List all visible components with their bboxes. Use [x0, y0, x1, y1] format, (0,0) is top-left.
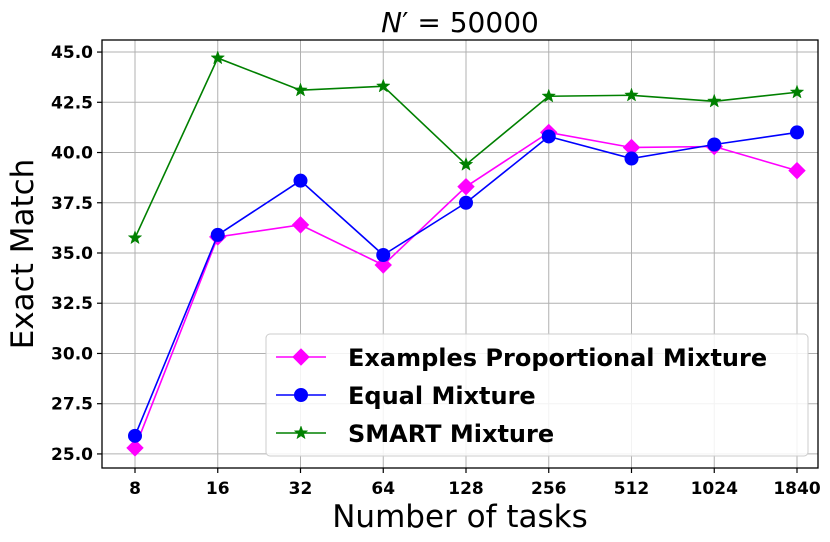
plot-series	[126, 50, 806, 457]
plot-frame	[101, 39, 819, 469]
x-tick-label: 512	[614, 479, 650, 499]
data-point-star	[293, 82, 308, 97]
legend-item: Equal Mixture	[276, 382, 536, 410]
x-axis-label: Number of tasks	[332, 499, 588, 535]
data-point-star	[375, 78, 391, 93]
x-tick-label: 256	[531, 479, 567, 499]
legend: Examples Proportional Mixture Equal Mixtu…	[265, 333, 809, 457]
legend-item: Examples Proportional Mixture	[276, 344, 767, 372]
data-point-diamond	[457, 177, 475, 196]
legend-marker-diamond	[292, 348, 310, 366]
legend-marker-star	[293, 425, 309, 440]
legend-box	[265, 333, 809, 457]
data-point-circle	[541, 129, 556, 144]
data-point-diamond	[291, 216, 310, 234]
grid	[102, 40, 818, 468]
data-point-diamond	[126, 439, 144, 457]
x-tick-label: 8	[129, 479, 141, 499]
legend-item: SMART Mixture	[276, 420, 554, 448]
data-point-star	[210, 50, 226, 65]
data-point-star	[706, 93, 722, 108]
title-value: = 50000	[408, 6, 538, 39]
legend-label: Equal Mixture	[348, 382, 536, 410]
title-symbol: N	[381, 6, 402, 39]
data-point-star	[624, 87, 639, 102]
x-tick-label: 16	[206, 479, 230, 499]
data-point-circle	[376, 248, 391, 263]
data-point-circle	[210, 227, 225, 242]
data-point-star	[458, 156, 474, 171]
title-prime: ′	[402, 6, 408, 39]
legend-marker-circle	[294, 388, 308, 402]
data-point-star	[127, 230, 143, 245]
y-tick-label: 32.5	[51, 294, 93, 314]
data-point-diamond	[788, 161, 806, 180]
y-tick-label: 35.0	[51, 244, 93, 264]
data-point-circle	[293, 173, 308, 188]
legend-label: SMART Mixture	[348, 420, 554, 448]
data-point-circle	[707, 137, 722, 152]
x-tick-label: 64	[371, 479, 395, 499]
x-tick-label: 1840	[773, 479, 820, 499]
data-point-star	[541, 88, 557, 103]
y-axis-label: Exact Match	[5, 159, 41, 350]
y-tick-label: 27.5	[51, 395, 93, 415]
data-point-star	[789, 84, 805, 99]
data-point-circle	[790, 125, 804, 140]
x-tick-label: 32	[289, 479, 313, 499]
x-tick-label: 1024	[691, 479, 738, 499]
y-tick-label: 37.5	[51, 194, 93, 214]
y-tick-label: 42.5	[51, 93, 93, 113]
data-point-circle	[624, 151, 639, 166]
data-point-circle	[128, 428, 142, 443]
series-1	[128, 125, 804, 443]
y-tick-label: 25.0	[51, 445, 93, 465]
series-2	[127, 50, 805, 245]
y-tick-label: 40.0	[51, 144, 93, 164]
axis-ticks: 8 16 32 64 128 256 512 1024 1840 25.0 27.5 30.0 32.5…	[51, 43, 821, 499]
y-tick-label: 30.0	[51, 344, 93, 364]
data-point-diamond	[374, 256, 392, 274]
data-point-circle	[459, 195, 473, 210]
x-tick-label: 128	[448, 479, 484, 499]
chart-title: N′ = 50000	[381, 6, 539, 39]
legend-label: Examples Proportional Mixture	[348, 344, 767, 372]
y-tick-label: 45.0	[51, 43, 93, 63]
